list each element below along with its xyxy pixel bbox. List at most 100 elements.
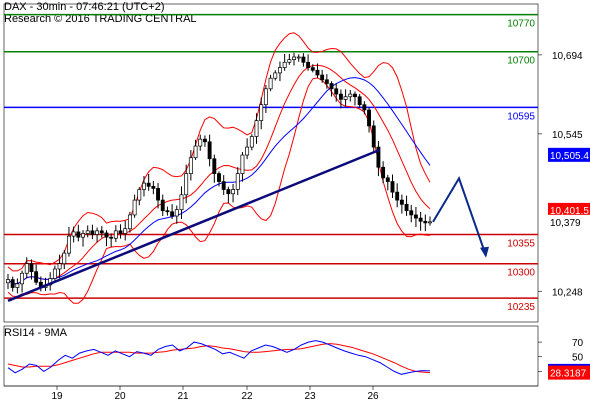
price-tag-1: 10,401.5 [550, 206, 589, 217]
candle-body [306, 61, 311, 68]
candle-body [310, 67, 315, 71]
candle-body [6, 279, 10, 284]
candle-body [81, 233, 85, 238]
candle-body [76, 231, 81, 238]
candle-body [320, 74, 325, 81]
level-label-10355: 10355 [507, 239, 535, 250]
candle-body [179, 194, 184, 210]
candle-body [151, 185, 156, 189]
candle-body [231, 189, 236, 195]
candle-body [268, 77, 273, 90]
candle-body [212, 158, 217, 174]
candle-body [338, 93, 343, 100]
candle-body [109, 236, 114, 239]
price-tag-0: 10,505.4 [550, 151, 589, 162]
bollinger-mid-line [7, 64, 431, 285]
candle-body [137, 189, 142, 201]
level-label-10235: 10235 [507, 302, 535, 313]
candle-body [142, 182, 146, 190]
candle-body [127, 214, 132, 230]
candle-body [165, 210, 170, 213]
candle-body [273, 72, 278, 79]
candle-body [385, 177, 390, 182]
candle-body [324, 79, 329, 84]
candle-body [226, 189, 231, 195]
candle-body [353, 93, 357, 98]
rsi-tick-label: 50 [572, 353, 584, 364]
candle-body [99, 230, 104, 234]
candle-body [193, 145, 198, 159]
candle-body [254, 120, 259, 137]
trendline [7, 148, 381, 302]
candle-body [123, 228, 128, 234]
candle-body [29, 263, 34, 273]
x-tick-label: 21 [177, 391, 189, 400]
rsi-panel-frame [3, 325, 539, 387]
y-tick-label: 10,694 [552, 51, 583, 62]
candle-body [132, 199, 137, 216]
x-tick-label: 19 [51, 391, 63, 400]
candle-body [259, 104, 264, 121]
rsi-tick-label: 70 [572, 338, 584, 349]
level-label-10300: 10300 [507, 268, 535, 279]
candle-body [296, 56, 301, 59]
level-label-10595: 10595 [507, 111, 535, 122]
y-tick-label: 10,248 [552, 287, 583, 298]
bollinger-lower-line [7, 77, 431, 304]
candle-body [367, 109, 371, 127]
candle-body [34, 271, 39, 283]
candle-body [118, 230, 123, 234]
price-tag-0-bg [548, 147, 590, 162]
y-tick-label: 10,545 [552, 130, 583, 141]
candle-body [409, 210, 414, 216]
candle-body [71, 231, 76, 237]
level-label-10770: 10770 [507, 19, 535, 30]
rsi-ma-line [7, 343, 431, 374]
candle-body [156, 188, 160, 201]
price-tag-2-bg [548, 214, 590, 229]
x-tick-label: 26 [367, 391, 379, 400]
candle-body [348, 93, 353, 98]
candle-body [381, 166, 386, 179]
candle-body [85, 230, 90, 234]
candle-body [428, 221, 432, 224]
candle-body [263, 88, 268, 106]
candle-body [198, 138, 203, 147]
candle-body [90, 230, 95, 235]
candle-body [390, 181, 395, 193]
candle-body [287, 59, 292, 63]
candle-body [188, 157, 193, 174]
candle-body [24, 263, 29, 274]
rsi-tag-1-bg [548, 365, 590, 380]
candle-body [15, 283, 20, 288]
x-tick-label: 20 [114, 391, 126, 400]
x-tick-label: 23 [304, 391, 316, 400]
candle-body [423, 220, 428, 224]
candle-body [113, 230, 118, 239]
candle-body [395, 191, 400, 201]
candle-body [221, 181, 226, 190]
candle-body [235, 173, 240, 190]
candle-body [278, 67, 282, 74]
rsi-line [7, 340, 431, 375]
candle-body [376, 146, 381, 168]
rsi-tag-1: 28.3187 [550, 369, 587, 380]
forecast-arrow-line [432, 176, 487, 257]
candle-body [249, 136, 254, 148]
candle-body [184, 173, 189, 196]
candle-body [146, 182, 151, 187]
level-label-10700: 10700 [507, 56, 535, 67]
candle-body [20, 272, 25, 285]
candle-body [371, 125, 376, 148]
candle-body [315, 69, 320, 76]
candle-body [301, 56, 306, 63]
candle-body [174, 209, 179, 217]
candle-body [170, 211, 175, 217]
candle-body [292, 56, 296, 60]
candle-body [95, 230, 100, 235]
candle-body [67, 235, 71, 254]
candle-body [57, 263, 62, 270]
candle-body [217, 173, 221, 182]
candle-body [282, 61, 287, 68]
